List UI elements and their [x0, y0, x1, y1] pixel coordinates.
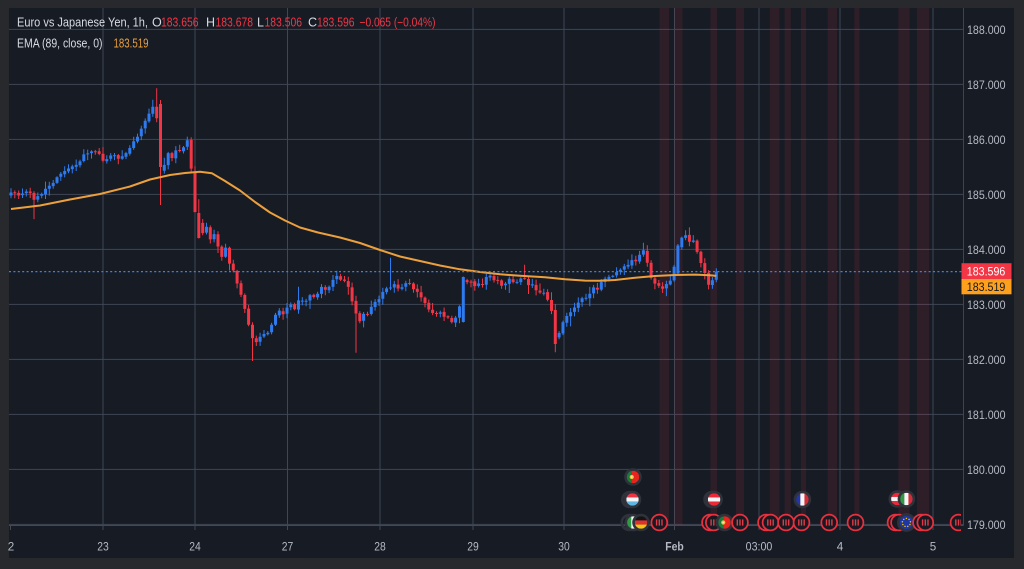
svg-text:183.519: 183.519	[114, 37, 149, 51]
svg-text:4: 4	[837, 540, 844, 554]
svg-text:183.519: 183.519	[967, 282, 1006, 294]
svg-text:29: 29	[467, 540, 479, 554]
svg-text:180.000: 180.000	[967, 463, 1006, 477]
svg-text:28: 28	[374, 540, 386, 554]
svg-text:Euro vs Japanese Yen, 1h,: Euro vs Japanese Yen, 1h,	[17, 16, 148, 30]
svg-text:EMA (89, close, 0): EMA (89, close, 0)	[17, 37, 103, 51]
svg-text:23: 23	[97, 540, 109, 554]
svg-text:184.000: 184.000	[967, 243, 1006, 257]
svg-text:2: 2	[8, 540, 15, 554]
svg-text:183.678: 183.678	[216, 16, 254, 30]
svg-text:183.506: 183.506	[265, 16, 303, 30]
svg-text:30: 30	[558, 540, 570, 554]
svg-text:179.000: 179.000	[967, 518, 1006, 532]
svg-text:L: L	[257, 16, 264, 30]
svg-text:C: C	[308, 16, 317, 30]
svg-text:181.000: 181.000	[967, 408, 1006, 422]
svg-text:183.656: 183.656	[161, 16, 199, 30]
svg-text:5: 5	[930, 540, 937, 554]
svg-text:Feb: Feb	[665, 540, 684, 554]
svg-text:185.000: 185.000	[967, 188, 1006, 202]
svg-text:27: 27	[282, 540, 294, 554]
svg-text:186.000: 186.000	[967, 133, 1006, 147]
svg-text:183.596: 183.596	[317, 16, 355, 30]
svg-text:24: 24	[189, 540, 201, 554]
svg-text:187.000: 187.000	[967, 78, 1006, 92]
svg-text:O: O	[152, 16, 162, 30]
svg-text:182.000: 182.000	[967, 353, 1006, 367]
svg-text:03:00: 03:00	[746, 540, 773, 554]
svg-text:183.596: 183.596	[967, 266, 1006, 278]
svg-text:H: H	[206, 16, 215, 30]
svg-text:−0.065 (−0.04%): −0.065 (−0.04%)	[360, 16, 436, 30]
svg-text:183.000: 183.000	[967, 298, 1006, 312]
svg-text:188.000: 188.000	[967, 23, 1006, 37]
